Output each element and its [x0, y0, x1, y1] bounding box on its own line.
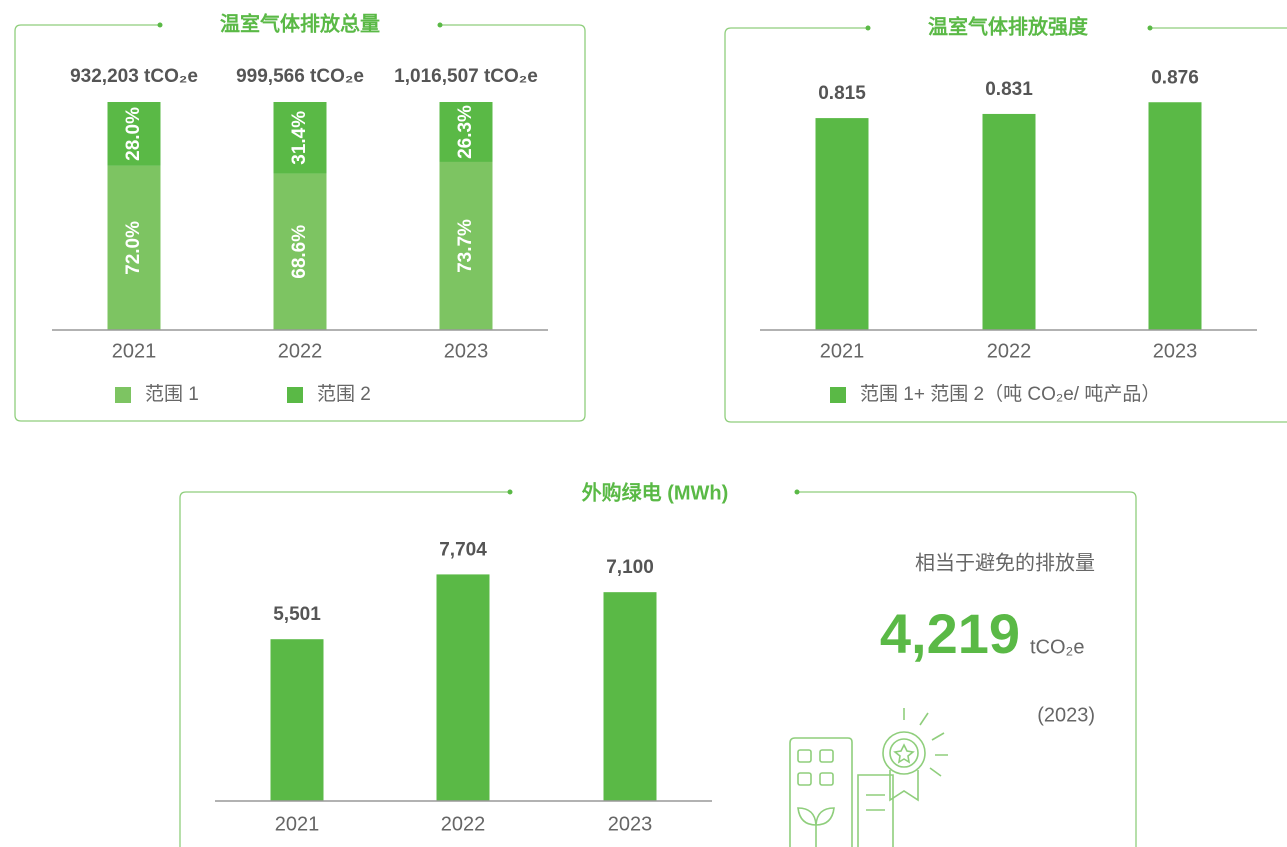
- x-tick-label: 2023: [1153, 340, 1198, 362]
- annotation-unit: tCO₂e: [1030, 636, 1084, 658]
- bar: [815, 118, 869, 330]
- data-label: 31.4%: [289, 111, 310, 165]
- frame-dot: [1147, 25, 1153, 31]
- x-tick-label: 2021: [275, 813, 320, 835]
- frame-dot: [157, 22, 163, 28]
- bar-segment: [107, 165, 161, 330]
- x-tick-label: 2023: [608, 813, 653, 835]
- data-label: 7,100: [606, 557, 654, 578]
- x-tick-label: 2022: [441, 813, 486, 835]
- legend-swatch: [115, 387, 131, 403]
- data-label: 7,704: [439, 539, 487, 560]
- total-label: 999,566 tCO₂e: [236, 66, 364, 87]
- panel-frame: [724, 27, 1287, 423]
- x-tick-label: 2023: [444, 340, 489, 362]
- chart-title: 温室气体排放强度: [928, 14, 1089, 38]
- icon: [789, 708, 948, 847]
- chart-title: 温室气体排放总量: [220, 11, 380, 35]
- data-label: 73.7%: [455, 219, 476, 273]
- data-label: 28.0%: [123, 107, 144, 161]
- annotation-label: 相当于避免的排放量: [915, 551, 1095, 574]
- bar: [982, 113, 1036, 330]
- chart-title: 外购绿电 (MWh): [582, 480, 729, 504]
- legend-swatch: [830, 387, 846, 403]
- bar: [1148, 102, 1202, 331]
- x-tick-label: 2022: [278, 340, 323, 362]
- x-tick-label: 2021: [820, 340, 865, 362]
- frame-dot: [794, 489, 800, 495]
- bar-segment: [273, 173, 327, 330]
- annotation-note: (2023): [1037, 704, 1095, 726]
- frame-dot: [865, 25, 871, 31]
- data-label: 68.6%: [289, 225, 310, 279]
- panel-frame: [14, 24, 586, 422]
- total-label: 932,203 tCO₂e: [70, 66, 198, 87]
- data-label: 26.3%: [455, 105, 476, 159]
- annotation-value: 4,219: [880, 602, 1020, 665]
- total-label: 1,016,507 tCO₂e: [394, 66, 538, 87]
- bar: [436, 574, 490, 801]
- data-label: 0.831: [985, 79, 1033, 100]
- data-label: 5,501: [273, 604, 321, 625]
- panel-frame: [179, 491, 1137, 847]
- bar-segment: [107, 102, 161, 166]
- frame-dot: [507, 489, 513, 495]
- x-tick-label: 2022: [987, 340, 1032, 362]
- bar: [270, 639, 324, 801]
- x-tick-label: 2021: [112, 340, 157, 362]
- legend-label: 范围 1+ 范围 2（吨 CO₂e/ 吨产品）: [860, 383, 1160, 405]
- data-label: 0.876: [1151, 67, 1199, 88]
- bar-segment: [439, 161, 493, 330]
- bar: [603, 592, 657, 801]
- legend-label: 范围 1: [145, 383, 199, 405]
- bar-segment: [439, 102, 493, 162]
- bar-segment: [273, 102, 327, 174]
- legend-label: 范围 2: [317, 383, 371, 405]
- data-label: 0.815: [818, 83, 866, 104]
- frame-dot: [437, 22, 443, 28]
- data-label: 72.0%: [123, 221, 144, 275]
- legend-swatch: [287, 387, 303, 403]
